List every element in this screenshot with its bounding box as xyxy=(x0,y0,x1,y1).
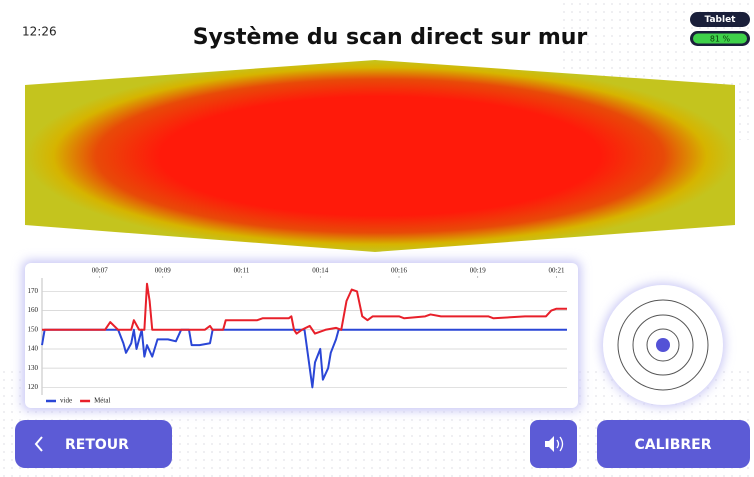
page-title: Système du scan direct sur mur xyxy=(193,25,588,50)
data-line xyxy=(42,282,567,335)
back-button-bg[interactable] xyxy=(15,420,172,468)
clock: 12:26 xyxy=(22,25,57,39)
chart-panel xyxy=(25,263,578,408)
x-tick-label: 00:14 xyxy=(312,267,328,275)
y-tick-label: 170 xyxy=(28,287,39,295)
x-tick-label: 00:19 xyxy=(470,267,486,275)
x-tick-label: 00:11 xyxy=(234,267,250,275)
back-chevron xyxy=(34,436,43,452)
battery-label: 81 % xyxy=(710,35,731,44)
speaker-icon xyxy=(545,436,554,452)
scan-heatmap xyxy=(25,60,735,252)
chart: 120 130 140 150 160 170 00:07 00:09 00:11 00:14 00… xyxy=(28,267,567,405)
y-tick-label: 150 xyxy=(28,325,39,333)
y-tick-label: 160 xyxy=(28,306,39,314)
target-ring xyxy=(617,299,709,391)
legend-label: Métal xyxy=(94,397,110,405)
y-tick-label: 120 xyxy=(28,383,39,391)
target-dot xyxy=(656,338,670,352)
target-ring xyxy=(632,314,694,376)
battery-level xyxy=(693,33,747,44)
x-tick-label: 00:21 xyxy=(549,267,565,275)
target-ring xyxy=(646,328,680,362)
sound-button[interactable] xyxy=(530,420,577,468)
calibrate-label[interactable]: CALIBRER xyxy=(634,437,711,453)
y-tick-label: 130 xyxy=(28,364,39,372)
x-tick-label: 00:09 xyxy=(155,267,171,275)
y-tick-label: 140 xyxy=(28,345,39,353)
back-label[interactable]: RETOUR xyxy=(65,437,129,453)
back-button[interactable]: RETOUR xyxy=(15,420,172,468)
legend-label: vide xyxy=(60,397,72,405)
device-badge xyxy=(690,12,750,27)
x-tick-label: 00:16 xyxy=(391,267,407,275)
x-tick-label: 00:07 xyxy=(92,267,108,275)
calibrate-button[interactable]: CALIBRER xyxy=(597,420,750,468)
device-label: Tablet xyxy=(705,15,737,25)
calibrate-button-bg[interactable] xyxy=(597,420,750,468)
speaker-waves xyxy=(556,436,564,452)
